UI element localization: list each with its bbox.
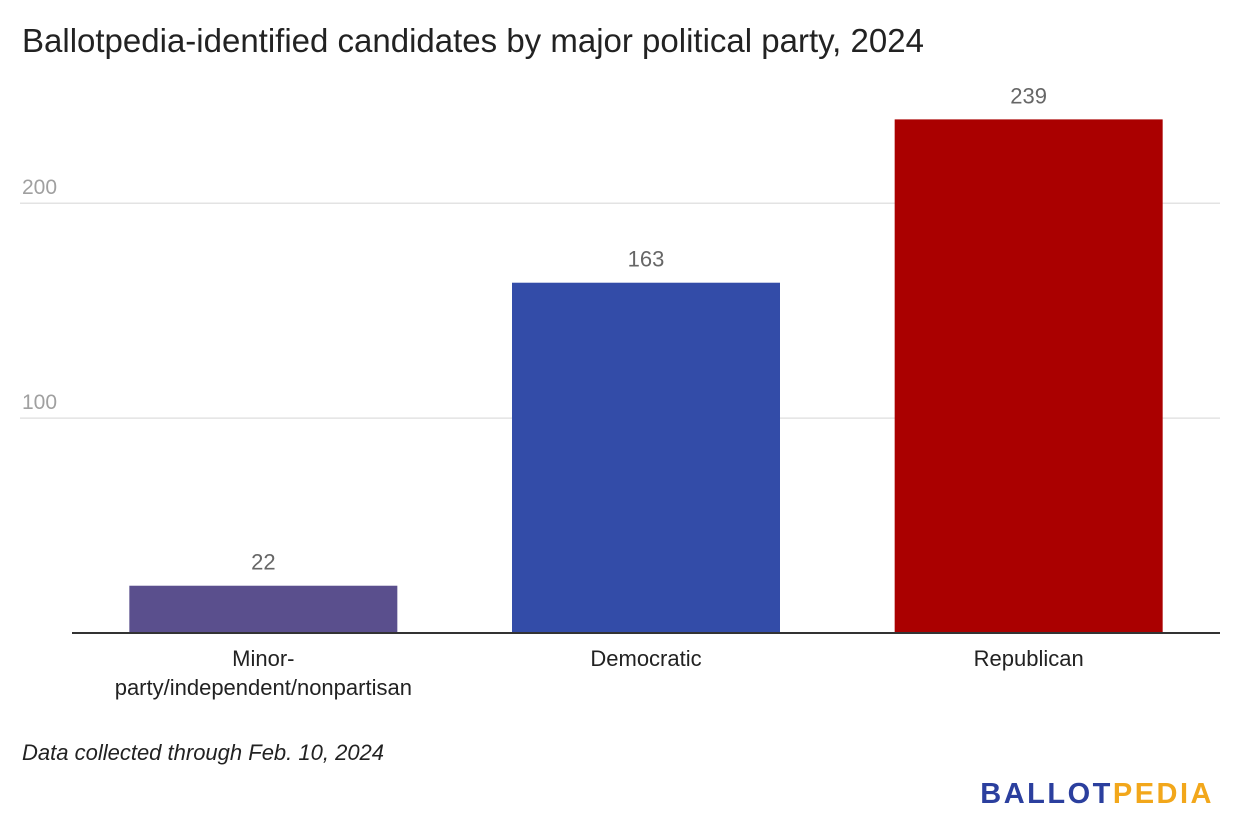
bar xyxy=(894,119,1163,634)
x-tick-label: Minor- xyxy=(232,646,294,671)
bar xyxy=(512,282,780,633)
bar-chart: 100 200 22 Minor-party/independent/nonparti… xyxy=(20,83,1220,700)
logo-ballot-text: BALLOT xyxy=(980,778,1113,810)
x-tick-label: Republican xyxy=(974,646,1084,671)
data-note: Data collected through Feb. 10, 2024 xyxy=(22,740,385,765)
ballotpedia-logo: BALLOTPEDIA xyxy=(980,778,1214,811)
logo-pedia-text: PEDIA xyxy=(1112,778,1214,810)
bar xyxy=(129,585,398,633)
y-tick-label: 200 xyxy=(22,176,57,199)
x-tick-label: party/independent/nonpartisan xyxy=(115,675,412,700)
y-tick-label: 100 xyxy=(22,391,57,414)
x-tick-label: Democratic xyxy=(590,646,701,671)
chart-title: Ballotpedia-identified candidates by maj… xyxy=(22,22,924,59)
data-label: 163 xyxy=(628,247,665,272)
data-label: 239 xyxy=(1010,83,1047,108)
data-label: 22 xyxy=(251,550,275,575)
